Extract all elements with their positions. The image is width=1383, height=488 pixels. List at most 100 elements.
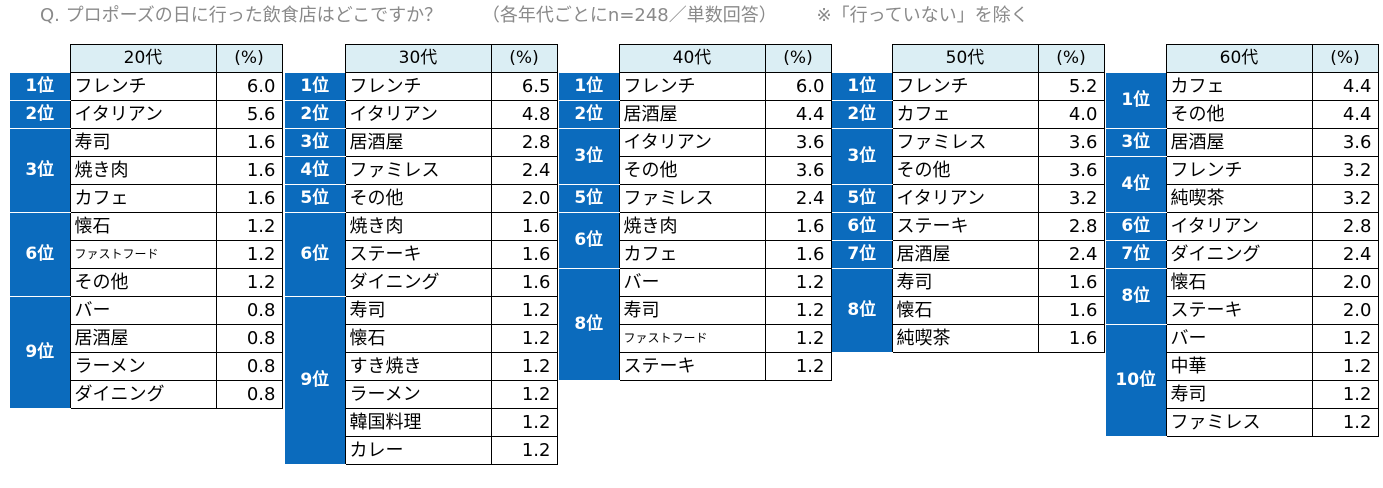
restaurant-name: バー	[1165, 324, 1313, 353]
rank-label: 2位	[559, 100, 619, 129]
percent-value: 3.6	[1311, 128, 1379, 157]
restaurant-name: イタリアン	[618, 128, 766, 157]
sample-text: （各年代ごとにn=248／単数回答）	[481, 5, 777, 26]
percent-value: 2.4	[1037, 240, 1105, 269]
ranking-table: 20代 (%) 1位 フレンチ 6.0 2位 イタリアン 5.6 3位 寿司 1.6 焼き肉 1.6 カフ…	[10, 44, 283, 409]
percent-value: 0.8	[215, 296, 283, 325]
percent-value: 3.2	[1037, 184, 1105, 213]
table-row: 1位 フレンチ 6.0	[10, 72, 283, 101]
rank-label: 3位	[1106, 128, 1166, 157]
percent-value: 2.0	[490, 184, 558, 213]
table-row: ステーキ 1.2	[559, 352, 832, 381]
percent-header: (%)	[1037, 44, 1105, 73]
table-row: ダイニング 1.6	[285, 268, 558, 297]
table-row: カレー 1.2	[285, 436, 558, 465]
rank-label: 5位	[832, 184, 892, 213]
panel-60s: 60代 (%) 1位 カフェ 4.4 その他 4.4 3位 居酒屋 3.6 4位 フレンチ 3.2 純喫茶…	[1106, 44, 1379, 437]
restaurant-name: ファストフード	[69, 240, 217, 269]
restaurant-name: ステーキ	[618, 352, 766, 381]
percent-value: 4.0	[1037, 100, 1105, 129]
table-row: 5位 ファミレス 2.4	[559, 184, 832, 213]
rank-label: 3位	[559, 128, 619, 185]
percent-value: 4.4	[1311, 72, 1379, 101]
table-row: 6位 イタリアン 2.8	[1106, 212, 1379, 241]
restaurant-name: 寿司	[1165, 380, 1313, 409]
table-row: 中華 1.2	[1106, 352, 1379, 381]
table-row: すき焼き 1.2	[285, 352, 558, 381]
age-header: 40代	[618, 44, 766, 73]
table-row: 3位 寿司 1.6	[10, 128, 283, 213]
rank-label: 6位	[285, 212, 345, 297]
table-row: 1位 カフェ 4.4	[1106, 72, 1379, 129]
restaurant-name: 焼き肉	[344, 212, 492, 241]
restaurant-name: 懐石	[891, 296, 1039, 325]
restaurant-name: 焼き肉	[618, 212, 766, 241]
restaurant-name: フレンチ	[618, 72, 766, 101]
rank-label: 8位	[559, 268, 619, 381]
percent-value: 2.8	[1037, 212, 1105, 241]
restaurant-name: すき焼き	[344, 352, 492, 381]
table-row: 1位 フレンチ 6.5	[285, 72, 558, 101]
table-row: 2位 カフェ 4.0	[832, 100, 1105, 129]
table-row: その他 4.4	[1106, 100, 1379, 129]
restaurant-name: 居酒屋	[1165, 128, 1313, 157]
rank-label: 9位	[10, 296, 70, 409]
percent-value: 0.8	[215, 324, 283, 353]
percent-value: 1.2	[215, 268, 283, 297]
percent-value: 6.0	[764, 72, 832, 101]
table-row: 5位 イタリアン 3.2	[832, 184, 1105, 213]
panel-30s: 30代 (%) 1位 フレンチ 6.5 2位 イタリアン 4.8 3位 居酒屋 2.8 4位 ファミレス…	[285, 44, 558, 465]
restaurant-name: 寿司	[618, 296, 766, 325]
rank-label: 9位	[285, 296, 345, 465]
restaurant-name: フレンチ	[1165, 156, 1313, 185]
rank-label: 6位	[559, 212, 619, 269]
table-row: 8位 寿司 1.6	[832, 268, 1105, 353]
table-row: 居酒屋 0.8	[10, 324, 283, 353]
restaurant-name: その他	[618, 156, 766, 185]
percent-value: 1.6	[1037, 268, 1105, 297]
percent-value: 1.2	[1311, 324, 1379, 353]
restaurant-name: 焼き肉	[69, 156, 217, 185]
percent-value: 1.2	[764, 268, 832, 297]
percent-value: 1.2	[1311, 408, 1379, 437]
ranking-table: 40代 (%) 1位 フレンチ 6.0 2位 居酒屋 4.4 3位 イタリアン 3.6 その他 3.6 5…	[559, 44, 832, 381]
percent-value: 1.2	[764, 352, 832, 381]
rank-label: 2位	[10, 100, 70, 129]
table-row: 3位 ファミレス 3.6	[832, 128, 1105, 185]
table-row: 4位 ファミレス 2.4	[285, 156, 558, 185]
restaurant-name: イタリアン	[69, 100, 217, 129]
table-row: 韓国料理 1.2	[285, 408, 558, 437]
rank-label: 1位	[285, 72, 345, 101]
table-row: 8位 懐石 2.0	[1106, 268, 1379, 325]
restaurant-name: ファミレス	[891, 128, 1039, 157]
restaurant-name: カフェ	[891, 100, 1039, 129]
percent-value: 0.8	[215, 352, 283, 381]
percent-value: 5.2	[1037, 72, 1105, 101]
header-row: 20代 (%)	[10, 44, 283, 73]
table-row: 寿司 1.2	[559, 296, 832, 325]
header-blank	[1106, 45, 1166, 73]
restaurant-name: 懐石	[344, 324, 492, 353]
rank-label: 1位	[832, 72, 892, 101]
table-row: その他 3.6	[832, 156, 1105, 185]
restaurant-name: イタリアン	[344, 100, 492, 129]
restaurant-name: フレンチ	[69, 72, 217, 101]
table-row: 9位 バー 0.8	[10, 296, 283, 409]
restaurant-name: イタリアン	[891, 184, 1039, 213]
rank-label: 1位	[10, 72, 70, 101]
restaurant-name: 懐石	[1165, 268, 1313, 297]
percent-header: (%)	[490, 44, 558, 73]
header-row: 50代 (%)	[832, 44, 1105, 73]
rank-label: 4位	[285, 156, 345, 185]
header-row: 60代 (%)	[1106, 44, 1379, 73]
header-blank	[10, 45, 70, 73]
rank-label: 3位	[285, 128, 345, 157]
restaurant-name: ダイニング	[344, 268, 492, 297]
percent-value: 6.0	[215, 72, 283, 101]
restaurant-name: 中華	[1165, 352, 1313, 381]
percent-value: 1.6	[1037, 324, 1105, 353]
percent-value: 2.8	[490, 128, 558, 157]
table-row: 8位 バー 1.2	[559, 268, 832, 381]
restaurant-name: バー	[69, 296, 217, 325]
percent-value: 1.2	[490, 352, 558, 381]
